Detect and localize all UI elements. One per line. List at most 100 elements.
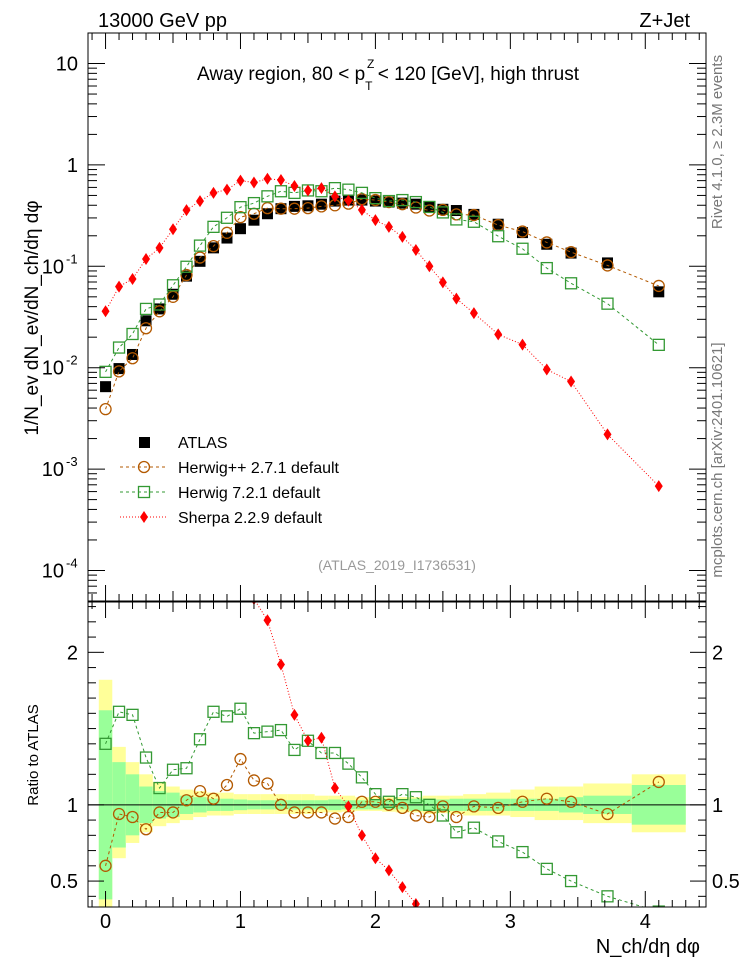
point-atlas [396, 197, 408, 209]
ratio-point-herwig7 [153, 781, 166, 795]
point-herwigpp [234, 211, 247, 224]
ratio-point-herwigpp [139, 823, 153, 836]
ratio-point-sherpa [330, 782, 339, 795]
ratio-point-herwigpp [564, 795, 578, 808]
point-atlas [154, 303, 166, 315]
point-sherpa [169, 223, 178, 236]
title-pre: Away region, 80 < p [197, 64, 365, 85]
point-sherpa [276, 173, 285, 186]
point-herwig7 [247, 196, 261, 210]
point-sherpa [518, 338, 527, 351]
ratio-tick-label-right: 0.5 [712, 871, 740, 893]
legend-marker-atlas [139, 437, 150, 448]
x-tick-label: 2 [370, 911, 381, 933]
point-herwig7 [540, 261, 553, 275]
ratio-point-sherpa [344, 800, 353, 813]
ratio-point-herwigpp [450, 810, 463, 824]
point-atlas [167, 288, 179, 300]
point-herwig7 [126, 327, 139, 341]
x-axis-label: N_ch/dη dφ [596, 936, 700, 958]
ratio-point-herwig7 [274, 723, 288, 737]
chart-title: Away region, 80 < pT < 120 [GeV], high t… [197, 57, 580, 93]
point-atlas [234, 223, 246, 235]
ratio-point-herwig7 [467, 821, 481, 834]
point-herwig7 [396, 193, 409, 207]
point-herwig7 [220, 211, 234, 224]
ratio-point-sherpa [290, 708, 299, 721]
ratio-point-herwigpp [423, 810, 436, 824]
ratio-point-herwig7 [166, 763, 180, 776]
side-rivet-label: Rivet 4.1.0, ≥ 2.3M events [709, 55, 726, 229]
point-herwig7 [492, 230, 505, 243]
point-sherpa [567, 375, 576, 388]
ratio-point-herwigpp [153, 806, 166, 819]
ratio-point-herwig7 [436, 809, 450, 822]
point-herwig7 [516, 242, 529, 255]
point-atlas [437, 203, 449, 215]
ratio-point-herwig7 [516, 845, 529, 859]
point-herwig7 [166, 279, 180, 292]
ratio-point-herwigpp [409, 809, 423, 822]
side-source-label: mcplots.cern.ch [arXiv:2401.10621] [709, 342, 726, 577]
ratio-point-herwig7 [355, 771, 369, 784]
ratio-point-herwigpp [112, 807, 126, 821]
ratio-point-herwigpp [436, 800, 450, 813]
series-line-sherpa [105, 178, 660, 487]
point-herwig7 [436, 206, 450, 219]
point-sherpa [222, 183, 231, 196]
ratio-point-herwigpp [315, 806, 328, 819]
ratio-point-herwigpp [261, 777, 274, 790]
point-atlas [423, 201, 435, 213]
ratio-point-herwig7 [207, 705, 220, 718]
ratio-point-herwig7 [423, 798, 436, 811]
title-sup: Z [367, 57, 374, 71]
point-sherpa [330, 190, 339, 203]
point-herwigpp [301, 201, 315, 215]
legend-label-herwigpp: Herwig++ 2.7.1 default [178, 460, 340, 477]
point-sherpa [494, 328, 503, 341]
point-herwigpp [652, 279, 665, 293]
ratio-point-sherpa [357, 829, 366, 842]
legend: ATLAS Herwig++ 2.7.1 default Herwig 7.2.… [120, 435, 340, 527]
ratio-point-herwig7 [261, 725, 274, 738]
y-tick-exponent: -4 [66, 555, 78, 570]
point-herwigpp [467, 208, 481, 222]
ratio-tick-label-left: 0.5 [50, 871, 78, 893]
point-herwig7 [234, 201, 247, 214]
ratio-point-herwigpp [99, 859, 112, 872]
point-herwigpp [540, 236, 553, 249]
point-sherpa [438, 276, 447, 289]
point-herwig7 [139, 302, 153, 316]
point-sherpa [128, 272, 137, 285]
ratio-point-herwig7 [369, 788, 382, 801]
point-sherpa [249, 176, 258, 189]
point-herwig7 [207, 220, 220, 233]
point-atlas [127, 348, 139, 360]
ratio-point-sherpa [398, 881, 407, 894]
ratio-point-herwigpp [288, 806, 301, 819]
point-sherpa [182, 204, 191, 217]
side-source-text: mcplots.cern.ch [arXiv:2401.10621] [709, 342, 726, 577]
ratio-point-herwig7 [315, 746, 328, 760]
point-herwigpp [274, 202, 288, 215]
point-herwig7 [261, 190, 274, 203]
ratio-line-herwig7 [105, 708, 646, 907]
point-atlas [541, 238, 553, 250]
point-atlas [181, 270, 193, 282]
ratio-point-herwig7 [564, 874, 578, 888]
point-herwigpp [601, 259, 614, 272]
ratio-point-herwig7 [112, 705, 126, 718]
point-herwigpp [112, 365, 126, 378]
ratio-point-herwig7 [409, 791, 423, 804]
point-atlas [565, 247, 577, 259]
legend-label-sherpa: Sherpa 2.2.9 default [178, 510, 323, 527]
ratio-point-herwig7 [247, 727, 261, 740]
y-tick-exponent: -2 [66, 353, 78, 368]
point-sherpa [101, 305, 110, 318]
point-atlas [383, 196, 395, 208]
point-sherpa [384, 220, 393, 233]
ratio-tick-label-right: 2 [712, 642, 723, 664]
point-sherpa [155, 241, 164, 254]
point-atlas [248, 214, 260, 226]
